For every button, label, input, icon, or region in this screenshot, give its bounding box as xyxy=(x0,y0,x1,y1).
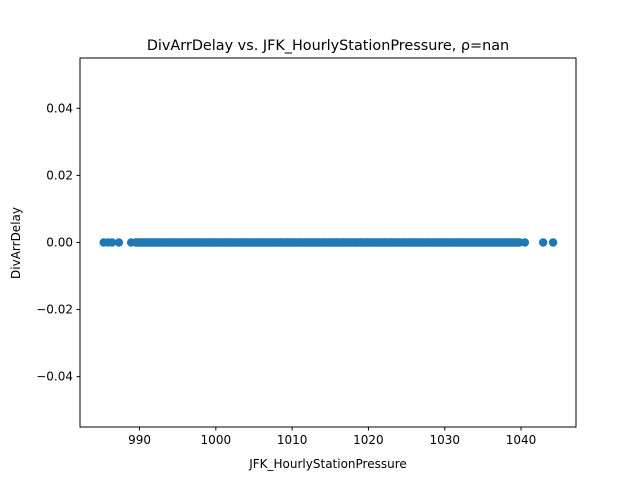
y-axis-title: DivArrDelay xyxy=(9,207,23,279)
chart-title: DivArrDelay vs. JFK_HourlyStationPressur… xyxy=(147,38,509,54)
data-point xyxy=(114,238,124,247)
data-point xyxy=(548,238,558,247)
x-axis-title: JFK_HourlyStationPressure xyxy=(248,457,407,471)
y-tick-label: 0.02 xyxy=(46,168,73,182)
x-axis-ticks: 990 1000 1010 1020 1030 1040 xyxy=(128,427,536,447)
x-tick-label: 1010 xyxy=(277,433,308,447)
y-tick-label: 0.04 xyxy=(46,101,73,115)
dense-point-band xyxy=(135,238,520,247)
data-point xyxy=(107,238,117,247)
y-axis-ticks: 0.04 0.02 0.00 −0.02 −0.04 xyxy=(36,101,80,384)
data-points xyxy=(99,238,558,247)
x-tick-label: 990 xyxy=(128,433,151,447)
y-tick-label: 0.00 xyxy=(46,236,73,250)
data-point xyxy=(538,238,548,247)
x-tick-label: 1000 xyxy=(201,433,232,447)
x-tick-label: 1030 xyxy=(429,433,460,447)
y-tick-label: −0.02 xyxy=(36,303,73,317)
x-tick-label: 1040 xyxy=(506,433,537,447)
y-tick-label: −0.04 xyxy=(36,370,73,384)
data-point xyxy=(520,238,530,247)
x-tick-label: 1020 xyxy=(353,433,384,447)
